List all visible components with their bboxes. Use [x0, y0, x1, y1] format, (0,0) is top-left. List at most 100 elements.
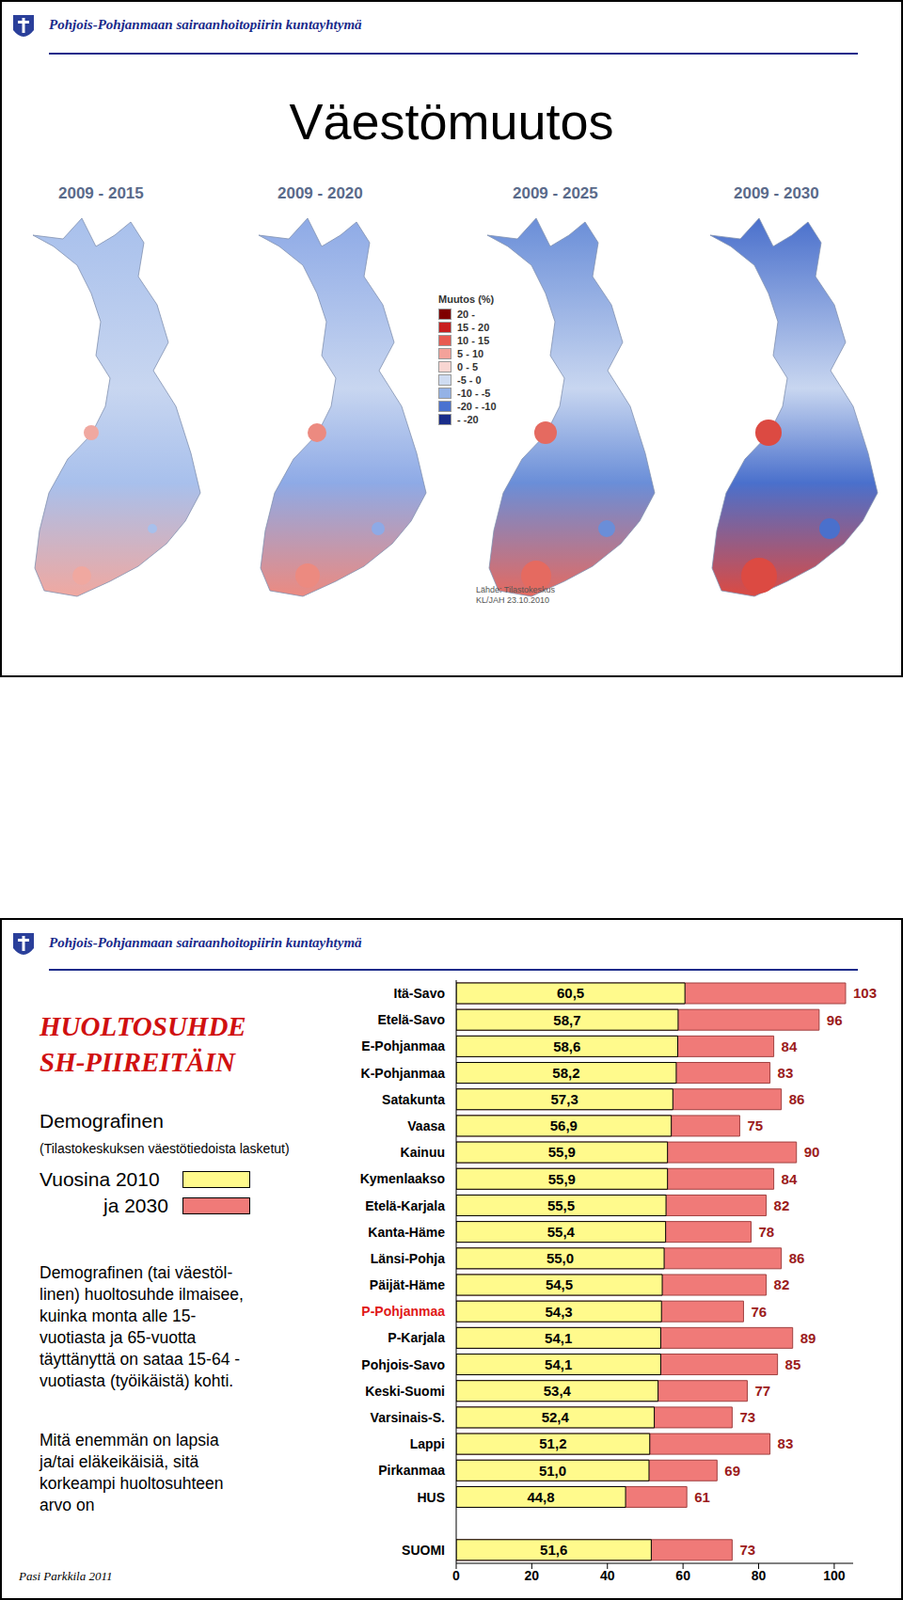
svg-text:57,3: 57,3	[551, 1091, 579, 1108]
svg-text:56,9: 56,9	[550, 1117, 578, 1134]
svg-text:Pohjois-Savo: Pohjois-Savo	[361, 1357, 445, 1373]
svg-text:Etelä-Savo: Etelä-Savo	[377, 1012, 445, 1028]
svg-text:40: 40	[600, 1568, 616, 1584]
svg-text:44,8: 44,8	[526, 1489, 555, 1505]
svg-text:Varsinais-S.: Varsinais-S.	[370, 1409, 445, 1426]
html-text:täyttänyttä on sataa 15-64 -: täyttänyttä on sataa 15-64 -	[39, 1349, 240, 1369]
html-text:ja/tai eläkeikäisiä, sitä: ja/tai eläkeikäisiä, sitä	[39, 1452, 199, 1472]
svg-text:58,2: 58,2	[552, 1064, 580, 1081]
html-text:vuotiasta ja 65-vuotta: vuotiasta ja 65-vuotta	[39, 1328, 197, 1347]
svg-text:54,1: 54,1	[544, 1330, 572, 1347]
svg-text:Kainuu: Kainuu	[400, 1144, 445, 1160]
svg-text:83: 83	[777, 1064, 794, 1081]
svg-text:0: 0	[452, 1568, 460, 1584]
html-text:arvo on: arvo on	[39, 1495, 95, 1515]
html-text:Muutos (%): Muutos (%)	[438, 293, 495, 305]
svg-text:Länsi-Pohja: Länsi-Pohja	[370, 1251, 446, 1267]
svg-text:55,9: 55,9	[548, 1171, 576, 1188]
svg-text:60,5: 60,5	[556, 984, 585, 1001]
svg-text:51,6: 51,6	[539, 1541, 568, 1558]
svg-text:86: 86	[789, 1250, 806, 1267]
svg-text:55,9: 55,9	[548, 1143, 576, 1160]
html-text:Pohjois-Pohjanmaan sairaanhoit: Pohjois-Pohjanmaan sairaanhoitopiirin ku…	[48, 16, 362, 32]
svg-text:54,5: 54,5	[545, 1276, 573, 1293]
svg-text:Etelä-Karjala: Etelä-Karjala	[364, 1198, 445, 1214]
html-text:2009 - 2030: 2009 - 2030	[733, 184, 820, 203]
html-text:15 - 20: 15 - 20	[457, 321, 490, 333]
svg-text:78: 78	[758, 1223, 775, 1240]
svg-text:58,7: 58,7	[553, 1012, 581, 1029]
html-text:5 - 10: 5 - 10	[457, 348, 484, 360]
svg-text:SUOMI: SUOMI	[401, 1542, 445, 1558]
svg-text:55,5: 55,5	[547, 1197, 575, 1214]
svg-text:82: 82	[774, 1197, 791, 1214]
html-text:ja 2030: ja 2030	[103, 1194, 169, 1217]
svg-text:84: 84	[781, 1038, 798, 1055]
html-text:- -20: - -20	[457, 413, 479, 426]
svg-text:89: 89	[800, 1330, 817, 1347]
html-text:20 -: 20 -	[457, 308, 476, 320]
svg-text:100: 100	[823, 1568, 846, 1584]
html-text:vuotiasta (työikäistä) kohti.: vuotiasta (työikäistä) kohti.	[39, 1371, 234, 1391]
html-text:Mitä enemmän on lapsia: Mitä enemmän on lapsia	[39, 1430, 219, 1450]
svg-text:76: 76	[750, 1303, 767, 1320]
svg-text:82: 82	[774, 1276, 791, 1293]
svg-text:P-Karjala: P-Karjala	[387, 1330, 445, 1346]
svg-text:60: 60	[675, 1568, 691, 1584]
svg-text:54,1: 54,1	[544, 1356, 572, 1373]
html-text:linen) huoltosuhde ilmaisee,: linen) huoltosuhde ilmaisee,	[39, 1284, 244, 1304]
svg-text:20: 20	[524, 1568, 540, 1584]
svg-text:Kymenlaakso: Kymenlaakso	[360, 1171, 445, 1187]
svg-text:90: 90	[804, 1143, 821, 1160]
html-text:Demografinen (tai väestöl-: Demografinen (tai väestöl-	[39, 1263, 233, 1283]
svg-text:55,4: 55,4	[547, 1223, 576, 1240]
svg-text:103: 103	[853, 984, 877, 1001]
svg-text:K-Pohjanmaa: K-Pohjanmaa	[361, 1065, 446, 1081]
svg-text:75: 75	[746, 1117, 763, 1134]
svg-text:Lappi: Lappi	[410, 1436, 445, 1452]
svg-text:58,6: 58,6	[553, 1038, 581, 1055]
svg-text:69: 69	[724, 1462, 741, 1479]
svg-text:51,0: 51,0	[538, 1462, 567, 1479]
svg-text:86: 86	[789, 1091, 806, 1108]
html-text:HUOLTOSUHDE: HUOLTOSUHDE	[39, 1011, 247, 1042]
svg-text:85: 85	[785, 1356, 802, 1373]
svg-text:96: 96	[826, 1012, 843, 1029]
html-text:korkeampi huoltosuhteen: korkeampi huoltosuhteen	[39, 1473, 224, 1493]
html-text:2009 - 2020: 2009 - 2020	[277, 184, 363, 203]
html-text:(Tilastokeskuksen väestötiedoi: (Tilastokeskuksen väestötiedoista lasket…	[39, 1140, 290, 1157]
svg-text:51,2: 51,2	[538, 1435, 567, 1452]
html-text:10 - 15: 10 - 15	[457, 334, 490, 347]
svg-text:53,4: 53,4	[543, 1382, 572, 1399]
html-text:Pasi Parkkila 2011: Pasi Parkkila 2011	[18, 1568, 113, 1584]
svg-text:Itä-Savo: Itä-Savo	[394, 985, 445, 1001]
svg-text:54,3: 54,3	[545, 1303, 573, 1320]
svg-text:84: 84	[781, 1171, 798, 1188]
html-text:2009 - 2025: 2009 - 2025	[512, 184, 599, 203]
svg-text:77: 77	[754, 1382, 771, 1399]
html-text:Väestömuutos: Väestömuutos	[289, 93, 614, 150]
html-text:2009 - 2015: 2009 - 2015	[58, 184, 144, 203]
svg-text:52,4: 52,4	[541, 1409, 571, 1426]
html-text:kuinka monta alle 15-: kuinka monta alle 15-	[39, 1306, 197, 1326]
svg-text:80: 80	[751, 1568, 767, 1584]
svg-text:P-Pohjanmaa: P-Pohjanmaa	[361, 1303, 445, 1319]
html-text:Demografinen: Demografinen	[39, 1109, 164, 1132]
svg-text:Satakunta: Satakunta	[381, 1092, 445, 1108]
svg-text:HUS: HUS	[416, 1489, 445, 1505]
html-text:0 - 5: 0 - 5	[457, 361, 478, 373]
svg-text:Kanta-Häme: Kanta-Häme	[367, 1224, 445, 1240]
html-text:Vuosina 2010: Vuosina 2010	[39, 1168, 160, 1190]
svg-text:73: 73	[739, 1409, 756, 1426]
svg-text:73: 73	[739, 1541, 756, 1558]
svg-text:55,0: 55,0	[546, 1250, 574, 1267]
svg-text:E-Pohjanmaa: E-Pohjanmaa	[361, 1038, 445, 1054]
svg-text:83: 83	[777, 1435, 794, 1452]
html-text:Pohjois-Pohjanmaan sairaanhoit: Pohjois-Pohjanmaan sairaanhoitopiirin ku…	[48, 934, 362, 951]
svg-text:Vaasa: Vaasa	[407, 1118, 445, 1134]
svg-text:Pirkanmaa: Pirkanmaa	[378, 1462, 445, 1478]
svg-text:Keski-Suomi: Keski-Suomi	[364, 1383, 445, 1399]
html-text:SH-PIIREITÄIN: SH-PIIREITÄIN	[39, 1046, 236, 1078]
svg-text:61: 61	[694, 1489, 711, 1505]
svg-text:Päijät-Häme: Päijät-Häme	[369, 1277, 445, 1293]
